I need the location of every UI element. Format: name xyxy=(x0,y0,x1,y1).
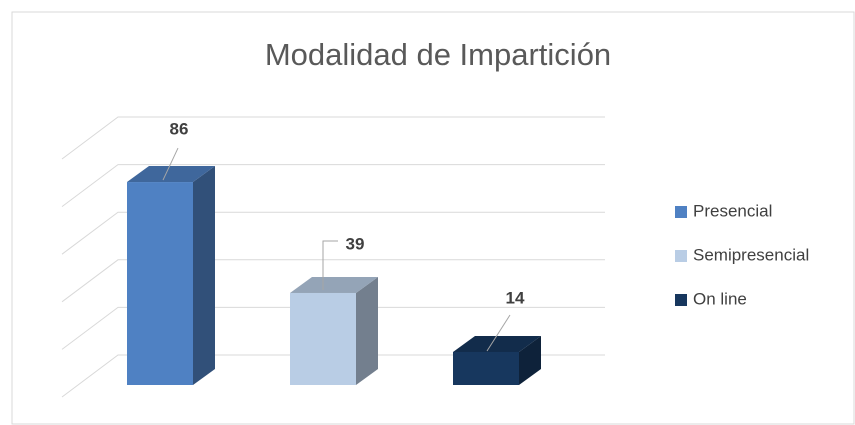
leader-line xyxy=(162,147,179,181)
legend-swatch xyxy=(675,206,687,218)
data-label: 14 xyxy=(506,288,525,307)
bar-top xyxy=(290,276,378,293)
legend-swatch xyxy=(675,250,687,262)
chart-title: Modalidad de Impartición xyxy=(265,37,611,72)
grid-line xyxy=(61,116,605,160)
bar-top xyxy=(453,335,541,352)
bar-side xyxy=(356,276,378,385)
bar-top xyxy=(127,166,215,183)
grid-line xyxy=(61,306,605,350)
bar xyxy=(290,292,356,385)
legend-label: Semipresencial xyxy=(693,245,809,264)
data-label: 86 xyxy=(170,120,189,139)
bar-side xyxy=(193,166,215,385)
grid-line xyxy=(61,164,605,208)
legend-swatch xyxy=(675,294,687,306)
grid-line xyxy=(61,211,605,255)
legend-label: Presencial xyxy=(693,201,772,220)
legend-label: On line xyxy=(693,289,747,308)
data-label: 39 xyxy=(346,234,365,253)
bar xyxy=(127,182,193,385)
grid-line xyxy=(61,354,605,398)
bar xyxy=(453,351,519,385)
bar-side xyxy=(519,335,541,385)
leader-line xyxy=(486,314,511,352)
grid-line xyxy=(61,259,605,303)
leader-line xyxy=(322,240,338,290)
